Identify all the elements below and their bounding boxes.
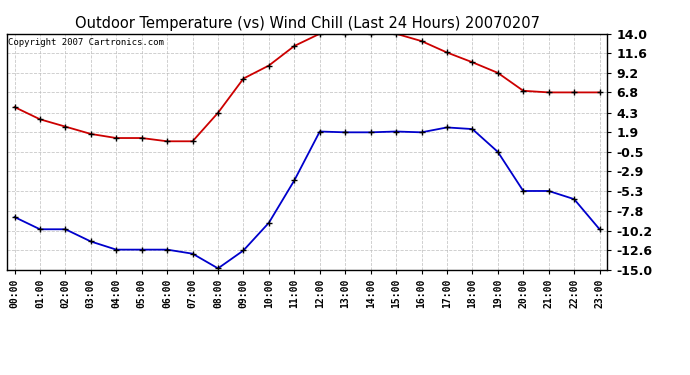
Title: Outdoor Temperature (vs) Wind Chill (Last 24 Hours) 20070207: Outdoor Temperature (vs) Wind Chill (Las… <box>75 16 540 31</box>
Text: Copyright 2007 Cartronics.com: Copyright 2007 Cartronics.com <box>8 39 164 48</box>
